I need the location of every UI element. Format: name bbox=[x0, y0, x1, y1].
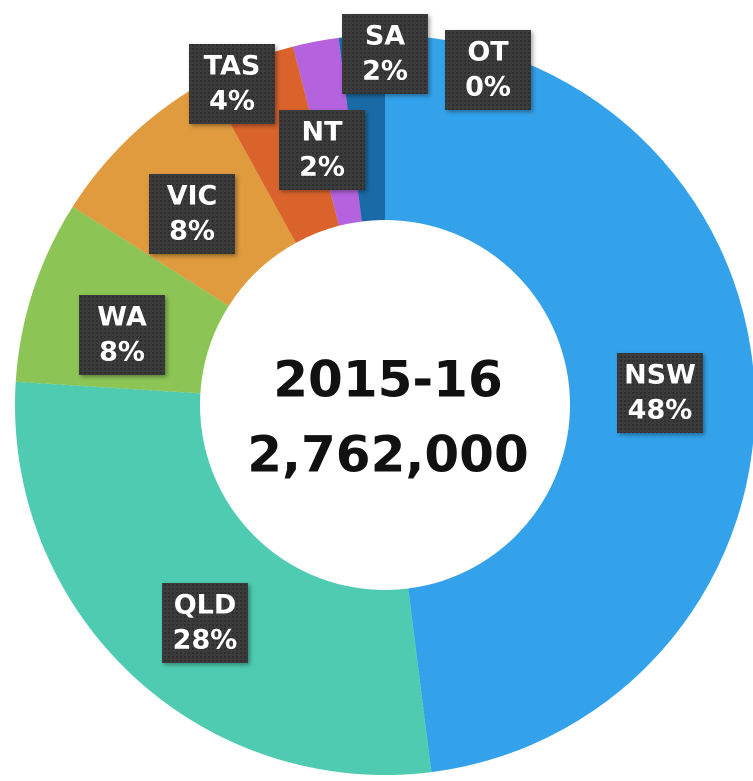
label-name: SA bbox=[365, 21, 405, 52]
label-box bbox=[279, 110, 365, 190]
label-value: 8% bbox=[169, 216, 215, 247]
slice bbox=[14, 381, 432, 775]
slices bbox=[14, 35, 753, 775]
label-box bbox=[79, 295, 165, 375]
data-label: WA 8% bbox=[79, 295, 165, 375]
label-value: 0% bbox=[465, 72, 511, 103]
label-name: NSW bbox=[624, 360, 696, 391]
data-label: NSW 48% bbox=[617, 353, 703, 433]
label-name: WA bbox=[97, 302, 147, 333]
data-label: TAS 4% bbox=[189, 44, 275, 124]
label-box bbox=[342, 14, 428, 94]
label-name: OT bbox=[467, 37, 509, 68]
data-label: NT 2% bbox=[279, 110, 365, 190]
label-box bbox=[149, 174, 235, 254]
data-label: SA 2% bbox=[342, 14, 428, 94]
data-label: QLD 28% bbox=[162, 583, 248, 663]
center-total: 2,762,000 bbox=[247, 426, 529, 484]
label-value: 28% bbox=[173, 625, 238, 656]
label-value: 2% bbox=[362, 56, 408, 87]
label-name: TAS bbox=[204, 51, 261, 82]
center-title: 2015-16 bbox=[273, 351, 503, 409]
label-value: 8% bbox=[99, 337, 145, 368]
label-name: VIC bbox=[167, 181, 218, 212]
label-box bbox=[189, 44, 275, 124]
label-value: 2% bbox=[299, 152, 345, 183]
slice bbox=[385, 35, 753, 773]
label-box bbox=[162, 583, 248, 663]
labels: NSW 48% QLD 28% WA 8% VIC 8% TAS 4% NT 2% SA 2% OT 0% bbox=[79, 14, 703, 663]
label-name: NT bbox=[301, 117, 343, 148]
label-name: QLD bbox=[174, 590, 237, 621]
label-box bbox=[445, 30, 531, 110]
data-label: OT 0% bbox=[445, 30, 531, 110]
label-value: 48% bbox=[628, 395, 693, 426]
label-box bbox=[617, 353, 703, 433]
label-value: 4% bbox=[209, 86, 255, 117]
data-label: VIC 8% bbox=[149, 174, 235, 254]
